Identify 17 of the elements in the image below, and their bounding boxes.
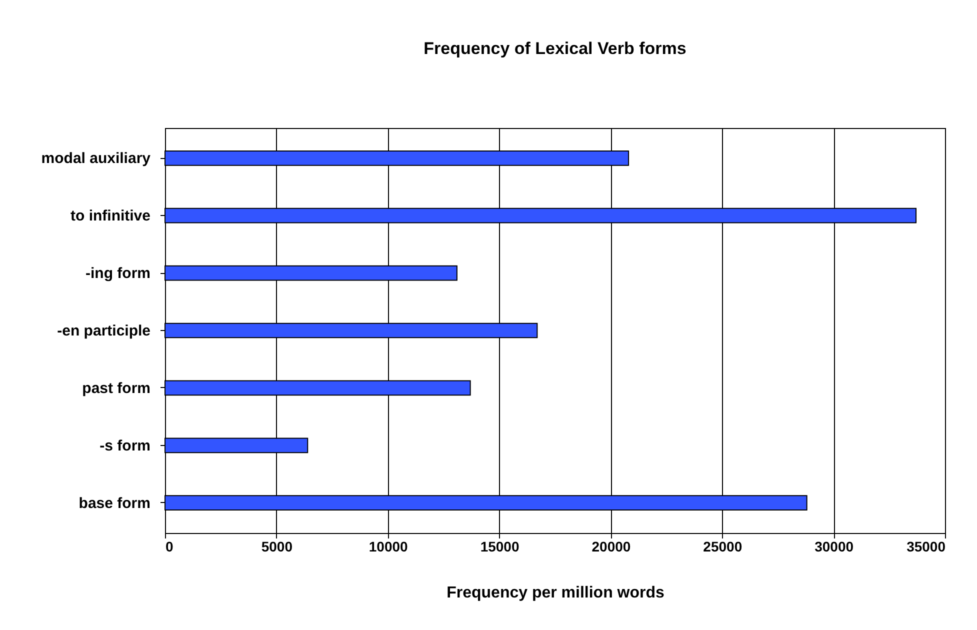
y-tick-label: to infinitive xyxy=(70,208,150,225)
x-tick-label: 30000 xyxy=(814,538,854,554)
y-tick-label: -en participle xyxy=(57,322,150,340)
y-tick-label: past form xyxy=(82,380,150,397)
y-tick-label: base form xyxy=(78,494,150,512)
x-tick-label: 5000 xyxy=(261,538,293,554)
y-tick-label: -ing form xyxy=(86,265,150,282)
x-tick-label: 25000 xyxy=(703,538,742,554)
x-axis-title: Frequency per million words xyxy=(446,584,665,602)
chart-title: Frequency of Lexical Verb forms xyxy=(424,39,686,58)
y-tick-label: modal auxiliary xyxy=(41,150,152,168)
x-tick-label: 0 xyxy=(166,538,174,554)
x-tick-label: 20000 xyxy=(592,538,631,554)
y-tick-label: -s form xyxy=(100,437,150,454)
x-tick-label: 15000 xyxy=(480,538,520,554)
x-tick-label: 10000 xyxy=(368,538,408,554)
x-tick-label: 35000 xyxy=(906,538,946,554)
